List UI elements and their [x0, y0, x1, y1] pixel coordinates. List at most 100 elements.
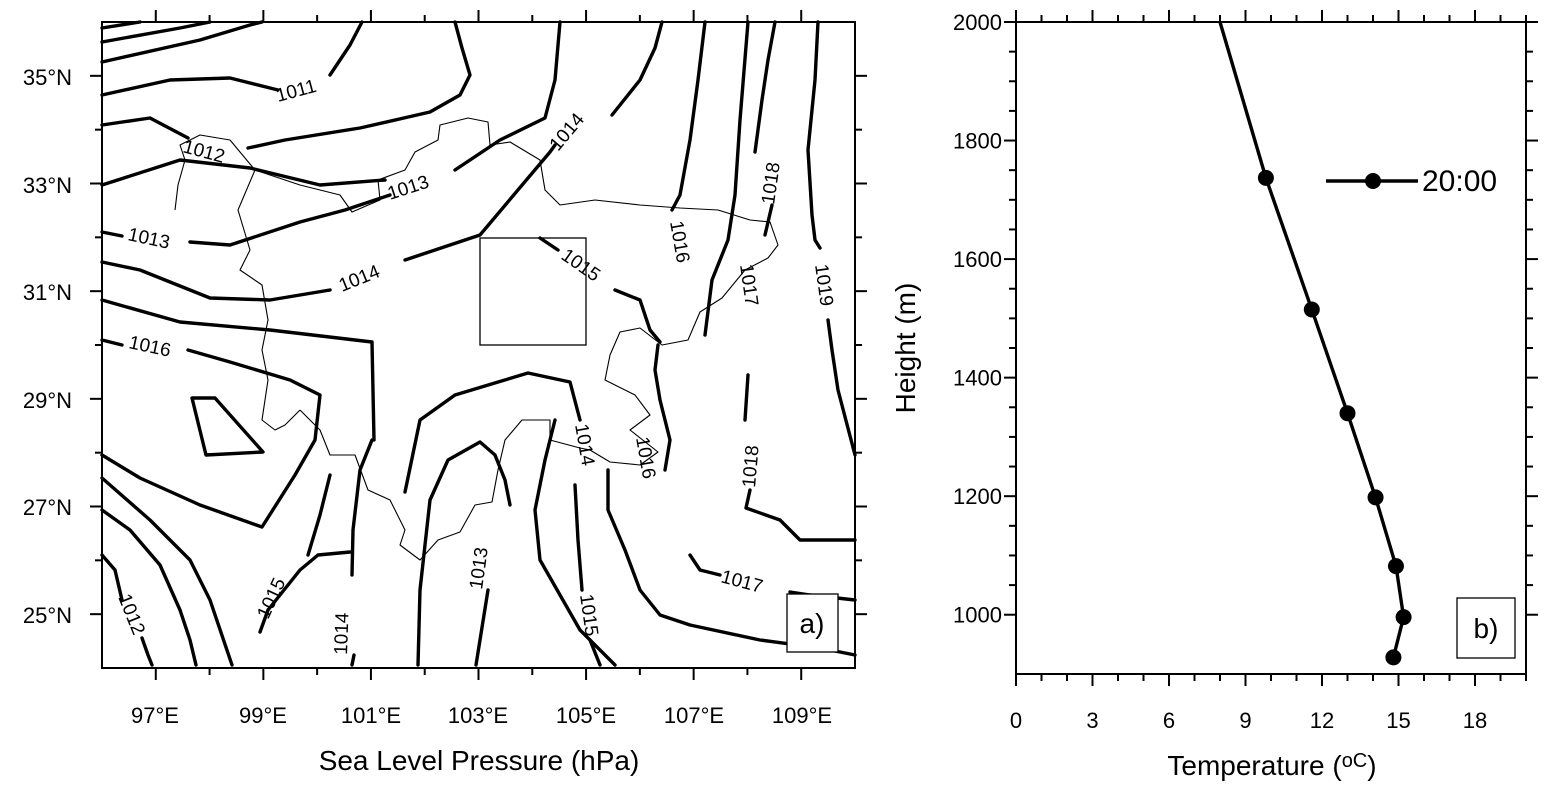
- x-tick-label: 15: [1386, 708, 1410, 733]
- contour-1017-a: [703, 20, 750, 337]
- contour-label: 1013: [126, 224, 172, 253]
- panel-a-label-box: a): [786, 593, 839, 653]
- panel-b-y-axis-title: Height (m): [890, 283, 921, 414]
- x-tick-label: 9: [1239, 708, 1251, 733]
- contour-label: 1014: [336, 261, 383, 296]
- contour-1014-c: [350, 438, 374, 667]
- contour-1013-c: [416, 440, 512, 667]
- contour-label: 1019: [810, 263, 837, 308]
- panel-b-x-axis-unit: oC: [1342, 750, 1368, 772]
- contour-lines: [100, 20, 857, 667]
- data-point: [1395, 609, 1412, 626]
- y-tick-label: 31°N: [23, 280, 72, 305]
- contour-1016-f: [653, 343, 672, 472]
- contour-label: 1017: [719, 567, 765, 598]
- contour-1011-c: [100, 20, 264, 64]
- panel-a-x-axis-title: Sea Level Pressure (hPa): [319, 745, 640, 776]
- y-tick-label: 2000: [953, 10, 1002, 35]
- contour-1012-a: [100, 20, 472, 150]
- y-tick-label: 1400: [953, 366, 1002, 391]
- contour-label: 1012: [113, 591, 148, 638]
- data-point: [1303, 301, 1320, 318]
- contour-1017-b: [688, 553, 857, 602]
- panel-b-frame: [1015, 21, 1527, 675]
- panel-b-series: [1218, 21, 1412, 666]
- contour-label: 1016: [631, 435, 659, 480]
- contour-label: 1014: [331, 612, 353, 655]
- y-tick-label: 1200: [953, 484, 1002, 509]
- contour-1016-b: [190, 396, 265, 457]
- contour-1015-a: [100, 236, 662, 442]
- border-yunnan: [299, 409, 591, 561]
- contour-label: 1015: [253, 575, 290, 622]
- x-tick-label: 107°E: [664, 703, 724, 728]
- contour-1011-d: [100, 20, 364, 97]
- study-area-box: [479, 237, 587, 346]
- contour-1016-d: [100, 476, 234, 667]
- panel-a-label-frame: [786, 593, 839, 653]
- contour-1013-d: [474, 588, 490, 667]
- panel-b-x-axis-title: Temperature (oC): [1167, 750, 1376, 781]
- panel-a-x-tick-labels: 97°E 99°E 101°E 103°E 105°E 107°E 109°E: [131, 703, 832, 728]
- legend-marker: [1365, 173, 1381, 189]
- contour-1018-b: [743, 373, 857, 542]
- x-tick-label: 101°E: [341, 703, 401, 728]
- x-tick-label: 99°E: [239, 703, 287, 728]
- contour-1018-a: [753, 20, 777, 237]
- x-tick-label: 6: [1163, 708, 1175, 733]
- border-sichuan-north: [254, 117, 779, 466]
- country-borders: [174, 117, 779, 561]
- contour-label: 1015: [557, 245, 604, 286]
- panel-b-label-box: b): [1456, 597, 1516, 659]
- x-tick-label: 103°E: [448, 703, 508, 728]
- series-line-2000: [1218, 21, 1406, 658]
- border-tibet-qinghai: [174, 134, 301, 431]
- y-tick-label: 35°N: [23, 65, 72, 90]
- panel-b-tick-marks: [1004, 10, 1538, 686]
- legend-label: 20:00: [1422, 165, 1497, 198]
- x-tick-label: 3: [1086, 708, 1098, 733]
- panel-b-label-frame: [1456, 597, 1516, 659]
- contour-label: 1018: [739, 444, 764, 488]
- contour-label: 1014: [570, 422, 598, 468]
- contour-label: 1013: [466, 546, 493, 591]
- contour-1019-a: [806, 20, 857, 457]
- contour-label: 1011: [274, 76, 319, 107]
- x-tick-label: 105°E: [556, 703, 616, 728]
- y-tick-label: 27°N: [23, 495, 72, 520]
- panel-a-tick-marks: [90, 10, 867, 680]
- data-point: [1387, 558, 1404, 575]
- contour-1011-b: [100, 20, 212, 44]
- panel-a-y-tick-labels: 25°N 27°N 29°N 31°N 33°N 35°N: [23, 65, 72, 628]
- contour-1012-b: [100, 553, 154, 667]
- x-tick-label: 0: [1010, 708, 1022, 733]
- x-tick-label: 18: [1463, 708, 1487, 733]
- panel-a-label: a): [800, 608, 825, 639]
- panel-a-slp-map: 1011 1012 1013 1013 1014 1014 1013 1015 …: [23, 10, 867, 776]
- contour-label: 1017: [735, 263, 762, 308]
- panel-b-label: b): [1474, 613, 1499, 644]
- y-tick-label: 1600: [953, 247, 1002, 272]
- y-tick-label: 1800: [953, 129, 1002, 154]
- panel-b-x-axis-title-text: Temperature (: [1167, 750, 1342, 781]
- contour-1014-d: [403, 371, 582, 494]
- contour-1016-a: [100, 338, 322, 529]
- y-tick-label: 29°N: [23, 388, 72, 413]
- contour-1015-b: [258, 608, 270, 634]
- contour-1014-b: [610, 20, 664, 117]
- contour-label: 1016: [127, 332, 173, 361]
- y-tick-label: 25°N: [23, 603, 72, 628]
- data-point: [1339, 405, 1356, 422]
- contour-1014-a: [100, 143, 557, 302]
- contour-label: 1018: [758, 161, 785, 206]
- x-tick-label: 12: [1310, 708, 1334, 733]
- contour-label: 1016: [665, 219, 693, 264]
- data-point: [1385, 649, 1402, 666]
- contour-1014-e: [573, 483, 584, 592]
- contour-1015-e: [588, 638, 602, 667]
- x-tick-label: 109°E: [772, 703, 832, 728]
- data-point: [1367, 489, 1384, 506]
- contour-1015-c: [266, 473, 352, 612]
- data-point: [1257, 169, 1274, 186]
